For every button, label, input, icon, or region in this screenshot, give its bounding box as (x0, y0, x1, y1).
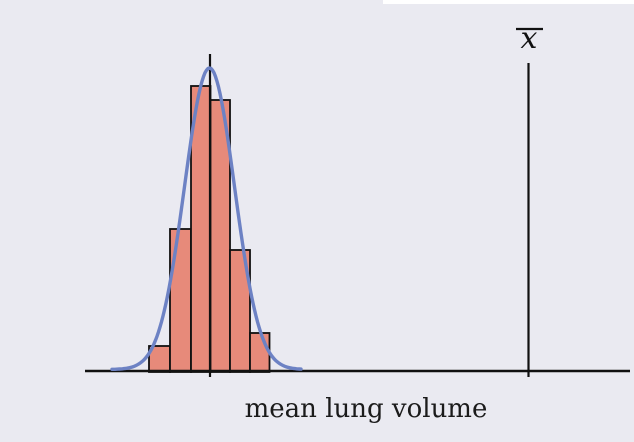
histogram-bar (169, 228, 192, 373)
top-white-strip (383, 0, 634, 4)
histogram-bar (249, 332, 271, 373)
normal-curve (110, 66, 303, 371)
histogram-bars (148, 85, 271, 373)
xbar-label: x (521, 21, 538, 56)
x-axis-label: mean lung volume (245, 394, 488, 424)
